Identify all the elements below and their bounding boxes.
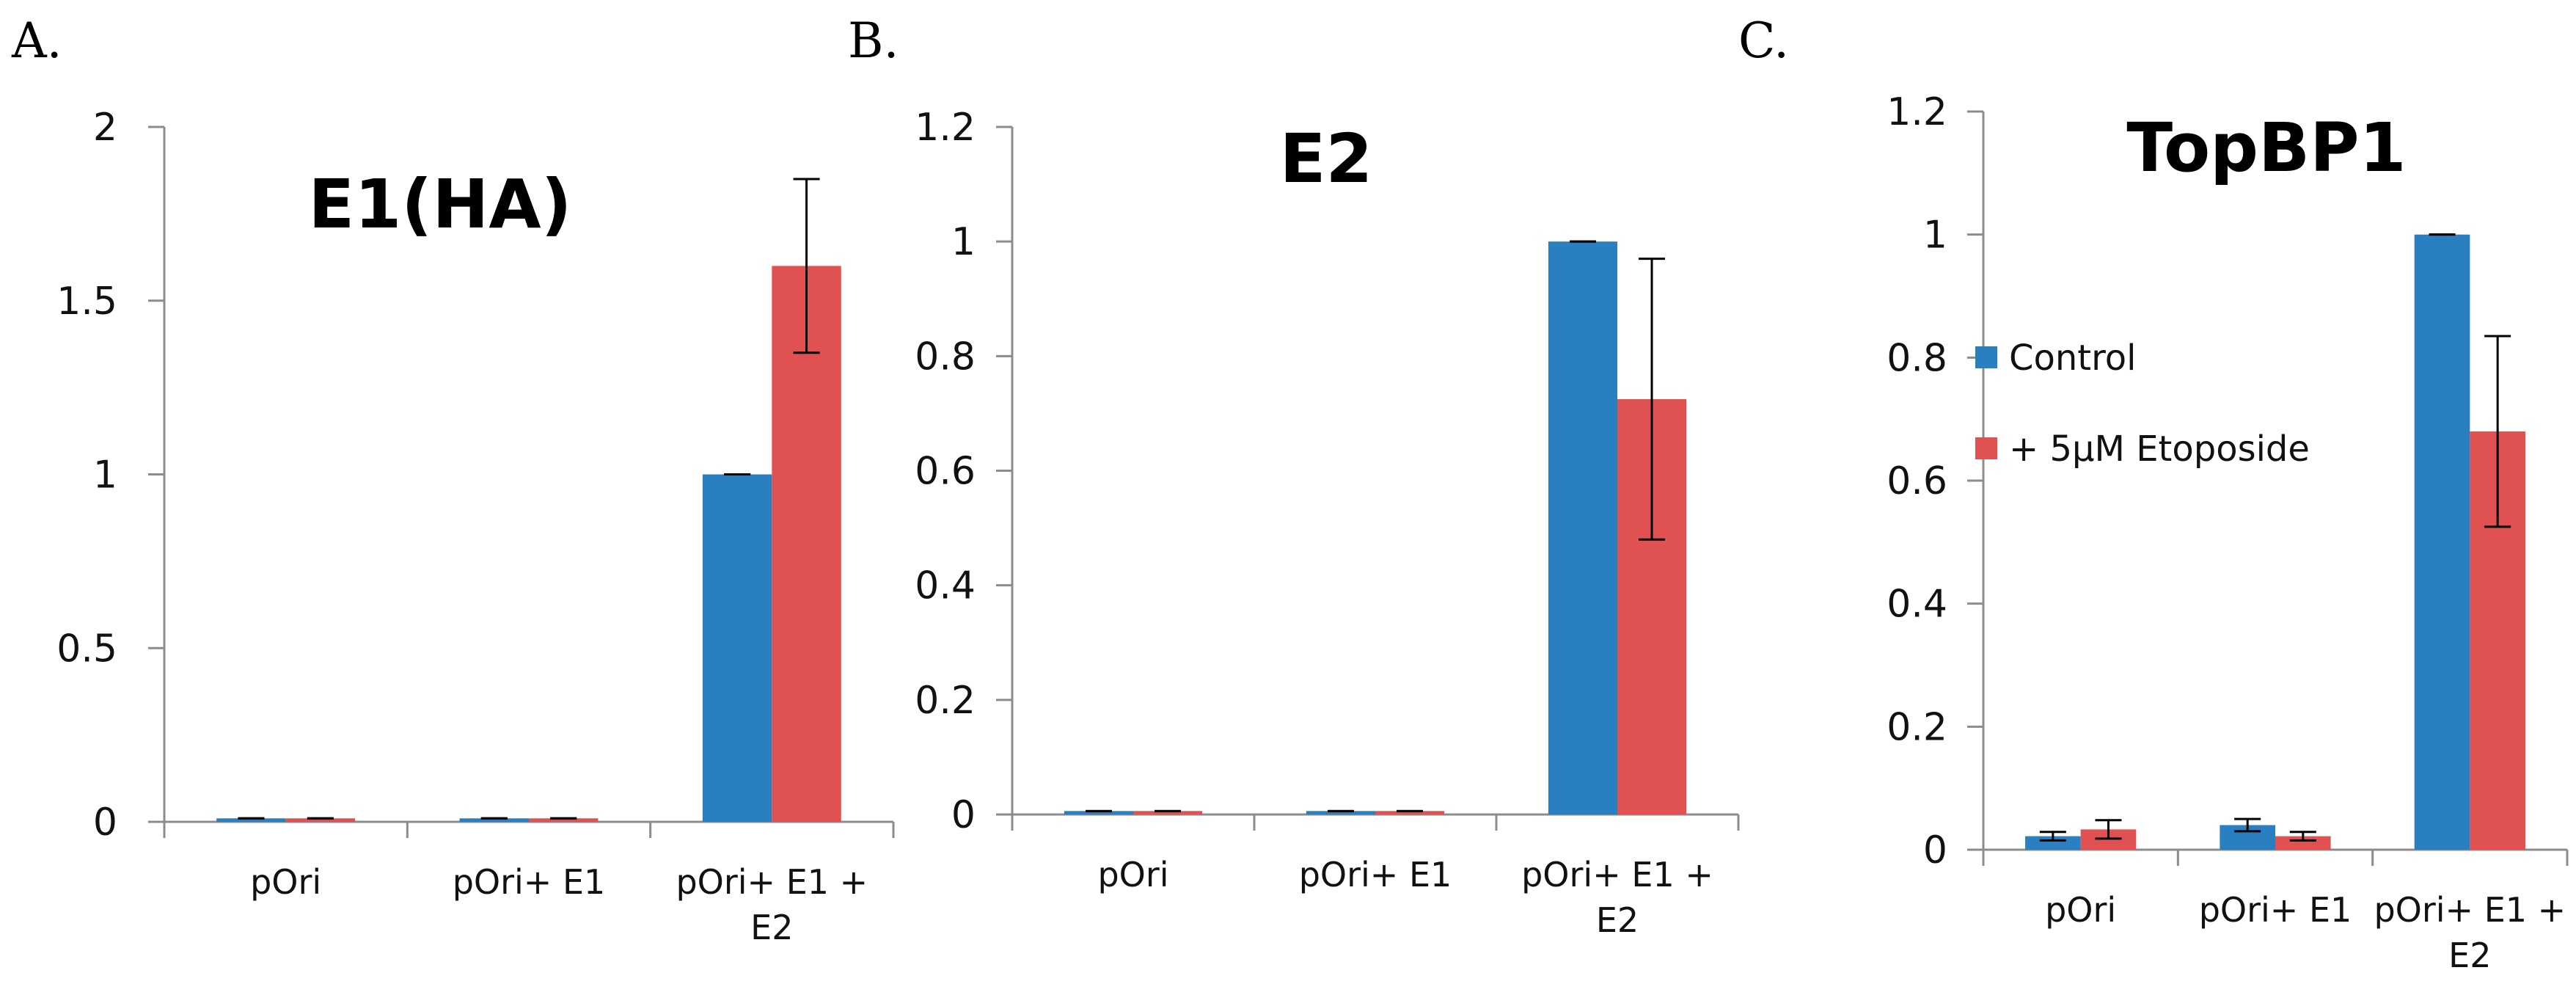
y-tick-label: 1.5 [56,280,117,324]
y-tick-label: 0.2 [915,679,976,723]
legend-label-1: Control [2009,338,2137,379]
bar-etoposide [772,266,841,822]
y-tick-label: 1.2 [915,106,976,150]
y-tick-label: 0.4 [1887,583,1947,627]
panel-letter-2: B. [848,12,899,69]
legend-swatch-1 [1975,346,1997,368]
x-tick-label: pOri+ E1 [1299,855,1452,894]
legend-swatch-2 [1975,437,1997,459]
bar-control [1548,241,1617,815]
x-tick-label: pOri+ E1 [453,862,606,902]
panel-letter-3: C. [1738,12,1789,69]
y-tick-label: 1 [93,453,117,498]
x-tick-label: E2 [2448,936,2491,975]
y-tick-label: 0 [1923,828,1947,872]
y-tick-label: 0.2 [1887,705,1947,749]
chart-title-3: TopBP1 [2126,109,2406,187]
bar-etoposide [2275,836,2331,850]
x-tick-label: E2 [750,908,793,947]
bar-control [1306,811,1375,814]
chart-title-1: E1(HA) [308,165,571,244]
panel-letter-1: A. [11,12,62,69]
y-tick-label: 0.5 [56,627,117,671]
bar-control [216,818,286,822]
x-tick-label: pOri+ E1 [2199,890,2352,930]
y-tick-label: 0.8 [1887,336,1947,380]
bar-control [2414,234,2470,850]
bar-etoposide [1375,811,1445,814]
x-tick-label: pOri [2045,890,2116,930]
bar-control [2025,836,2081,850]
y-tick-label: 0 [93,801,117,845]
bar-etoposide [1133,811,1203,814]
y-tick-label: 0.6 [915,450,976,494]
x-tick-label: E2 [1596,900,1639,940]
legend-label-2: + 5µM Etoposide [2009,429,2310,470]
bar-etoposide [285,818,356,822]
bar-control [459,818,529,822]
bar-etoposide [529,818,599,822]
x-tick-label: pOri+ E1 + [1521,855,1713,894]
y-tick-label: 0.8 [915,335,976,379]
y-tick-label: 1 [1923,214,1947,258]
x-tick-label: pOri [250,862,321,902]
y-tick-label: 0.4 [915,564,976,608]
y-tick-label: 2 [93,106,117,150]
y-tick-label: 0.6 [1887,459,1947,503]
bar-control [1064,811,1133,814]
y-tick-label: 1 [951,220,976,264]
x-tick-label: pOri+ E1 + [676,862,868,902]
x-tick-label: pOri+ E1 + [2374,890,2566,930]
bar-control [702,474,772,822]
x-tick-label: pOri [1097,855,1168,894]
y-tick-label: 1.2 [1887,90,1947,134]
y-tick-label: 0 [951,793,976,837]
chart-title-2: E2 [1280,120,1373,198]
